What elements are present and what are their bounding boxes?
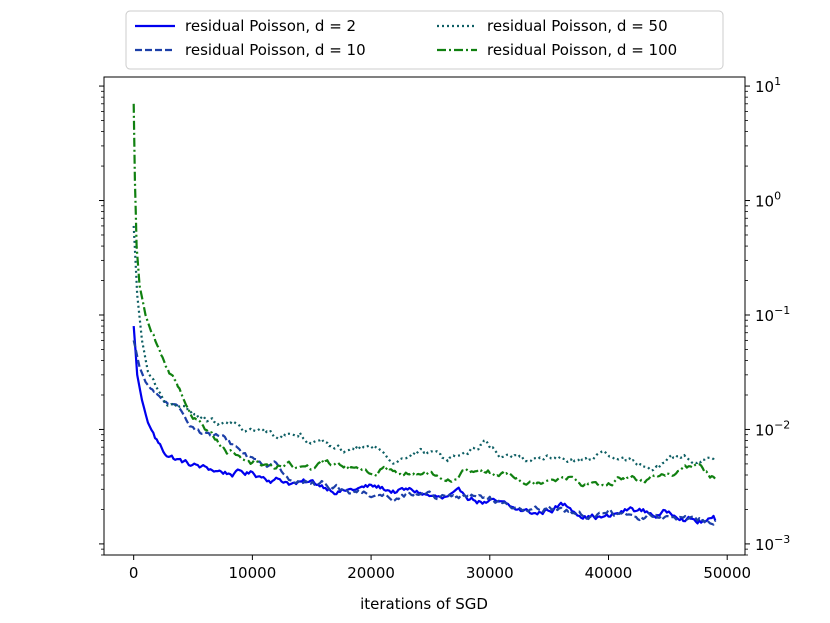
series-group <box>132 103 717 526</box>
legend-label-3: residual Poisson, d = 50 <box>487 17 668 35</box>
series-line-2 <box>132 340 717 526</box>
x-axis-label: iterations of SGD <box>360 595 488 613</box>
legend-label-4: residual Poisson, d = 100 <box>487 41 677 59</box>
x-tick-label: 0 <box>129 564 139 582</box>
y-tick-label: 10−1 <box>755 304 790 325</box>
x-tick-label: 50000 <box>703 564 751 582</box>
y-tick-label: 101 <box>755 75 781 96</box>
y-tick-label: 10−2 <box>755 418 790 439</box>
legend: residual Poisson, d = 2 residual Poisson,… <box>125 10 724 70</box>
legend-label-1: residual Poisson, d = 2 <box>185 17 356 35</box>
y-tick-label: 100 <box>755 190 781 211</box>
x-tick-label: 40000 <box>585 564 633 582</box>
series-line-3 <box>132 225 717 472</box>
x-tick-label: 20000 <box>347 564 395 582</box>
series-line-4 <box>132 103 717 488</box>
legend-label-2: residual Poisson, d = 10 <box>185 41 366 59</box>
plot-area <box>103 76 746 556</box>
legend-box <box>125 10 724 70</box>
y-tick-label: 10−3 <box>755 533 790 554</box>
x-tick-label: 10000 <box>229 564 277 582</box>
x-tick-label: 30000 <box>466 564 514 582</box>
